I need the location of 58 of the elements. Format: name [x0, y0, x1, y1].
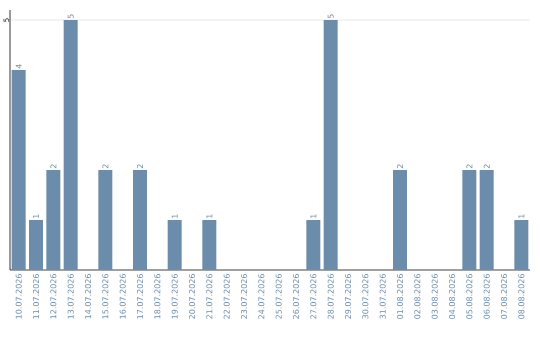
- bar: [98, 170, 112, 270]
- x-tick-label: 16.07.2026: [120, 274, 126, 318]
- x-tick-label: 18.07.2026: [154, 274, 160, 318]
- bar: [393, 170, 407, 270]
- data-label: 2: [102, 164, 108, 168]
- bar: [46, 170, 60, 270]
- bar: [462, 170, 476, 270]
- x-tick-label: 08.08.2026: [518, 274, 524, 319]
- data-label: 1: [172, 214, 178, 218]
- data-label: 4: [16, 64, 22, 68]
- bar: [306, 220, 320, 270]
- data-label: 1: [33, 214, 39, 218]
- x-tick-label: 15.07.2026: [102, 274, 108, 318]
- data-label: 2: [397, 164, 403, 168]
- data-label: 1: [310, 214, 316, 218]
- bar: [64, 20, 78, 270]
- x-tick-label: 28.07.2026: [328, 274, 334, 319]
- x-tick-label: 02.08.2026: [414, 274, 420, 319]
- x-tick-label: 25.07.2026: [276, 274, 282, 319]
- data-label: 2: [50, 164, 56, 168]
- x-tick-label: 17.07.2026: [136, 274, 144, 318]
- x-tick-label: 20.07.2026: [188, 274, 196, 319]
- x-tick-label: 21.07.2026: [206, 274, 212, 319]
- x-tick-label: 13.07.2026: [68, 274, 74, 318]
- bar: [324, 20, 338, 270]
- x-tick-label: 07.08.2026: [500, 274, 508, 319]
- bar: [29, 220, 43, 270]
- bar: [202, 220, 216, 270]
- x-tick-label: 30.07.2026: [362, 274, 368, 319]
- data-label: 5: [68, 14, 74, 18]
- x-tick-label: 23.07.2026: [240, 274, 248, 319]
- x-tick-label: 10.07.2026: [16, 274, 22, 318]
- data-label: 2: [466, 164, 472, 168]
- x-tick-label: 04.08.2026: [448, 274, 456, 319]
- x-tick-label: 29.07.2026: [344, 274, 352, 319]
- x-tick-label: 06.08.2026: [484, 274, 490, 319]
- x-tick-label: 31.07.2026: [380, 274, 386, 319]
- bar: [514, 220, 528, 270]
- x-tick-label: 19.07.2026: [172, 274, 178, 318]
- x-tick-label: 14.07.2026: [84, 274, 92, 318]
- x-tick-label: 03.08.2026: [432, 274, 438, 319]
- data-label: 1: [518, 214, 524, 218]
- bar: [480, 170, 494, 270]
- data-label: 2: [484, 164, 490, 168]
- bar: [168, 220, 182, 270]
- x-tick-label: 22.07.2026: [224, 274, 230, 319]
- data-label: 2: [137, 164, 143, 168]
- data-label: 1: [206, 214, 212, 218]
- x-tick-label: 24.07.2026: [258, 274, 264, 319]
- bar: [133, 170, 147, 270]
- bar: [12, 70, 26, 270]
- x-tick-label: 26.07.2026: [292, 274, 300, 319]
- x-tick-label: 27.07.2026: [310, 274, 316, 319]
- x-tick-label: 05.08.2026: [466, 274, 472, 319]
- x-tick-label: 12.07.2026: [50, 274, 56, 318]
- x-tick-label: 11.07.2026: [32, 274, 40, 318]
- data-label: 5: [328, 14, 334, 18]
- x-tick-label: 01.08.2026: [396, 274, 404, 319]
